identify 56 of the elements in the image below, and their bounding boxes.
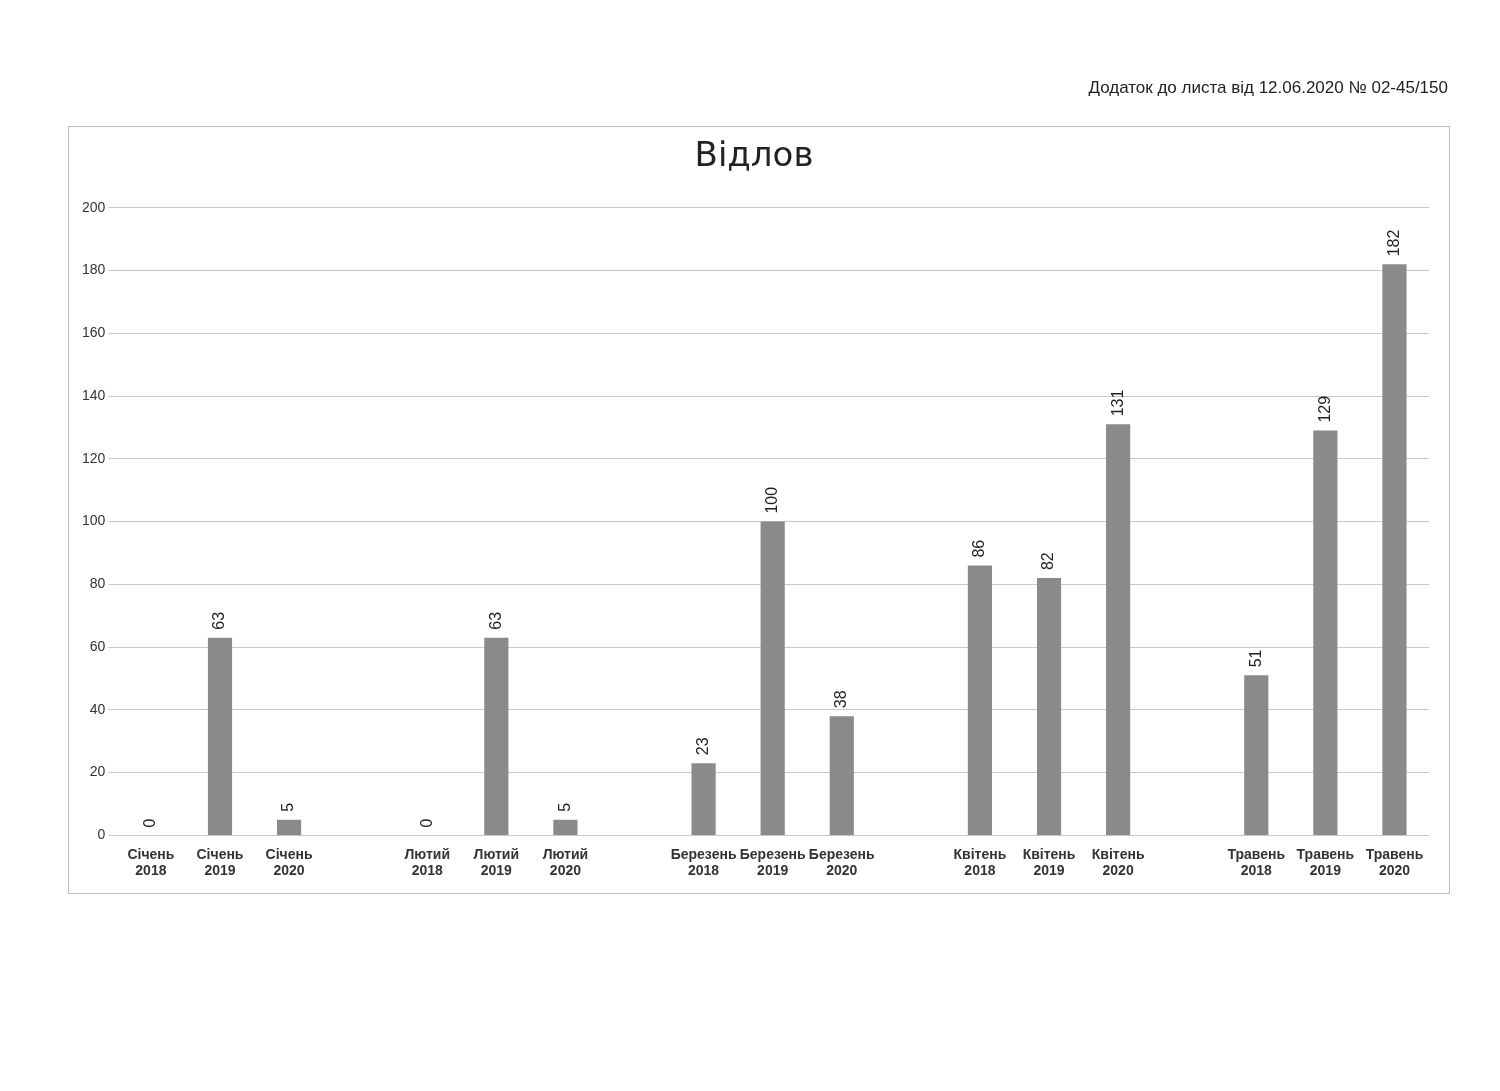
data-label: 100 [763, 486, 781, 514]
data-label: 0 [141, 818, 159, 828]
y-tick-label: 60 [89, 637, 106, 654]
x-tick-label: Березень 2018 [670, 845, 737, 879]
x-tick-label: Лютий 2018 [404, 845, 450, 879]
y-tick-label: 0 [97, 826, 106, 843]
y-tick-label: 200 [82, 198, 106, 215]
bar [760, 521, 785, 835]
x-tick-label: Травень 2020 [1365, 845, 1424, 879]
data-label: 131 [1108, 389, 1126, 417]
data-label: 5 [279, 802, 297, 812]
y-tick-label: 160 [82, 324, 106, 341]
bar [967, 565, 993, 835]
data-label: 129 [1315, 395, 1333, 423]
y-tick-label: 120 [82, 449, 106, 466]
bar [829, 716, 854, 835]
data-label: 51 [1246, 649, 1264, 668]
x-tick-label: Січень 2020 [265, 845, 313, 879]
bar [1382, 264, 1407, 835]
bar [1106, 424, 1131, 835]
x-tick-label: Квітень 2020 [1091, 845, 1145, 879]
data-label: 63 [210, 611, 228, 630]
x-tick-label: Квітень 2018 [953, 845, 1007, 879]
x-tick-label: Лютий 2019 [473, 845, 520, 879]
bar [207, 637, 233, 835]
x-tick-label: Січень 2019 [196, 845, 244, 879]
bar [484, 637, 509, 835]
y-tick-label: 180 [82, 261, 106, 278]
data-label: 0 [417, 818, 435, 828]
bar [553, 819, 578, 835]
x-tick-label: Березень 2019 [739, 845, 806, 879]
data-label: 5 [555, 802, 573, 812]
data-label: 38 [832, 690, 850, 709]
y-tick-label: 40 [89, 700, 106, 717]
y-tick-label: 80 [89, 575, 106, 592]
data-label: 182 [1384, 229, 1402, 257]
bar [1036, 578, 1062, 835]
data-label: 23 [694, 737, 711, 756]
bar [276, 819, 302, 835]
y-tick-label: 100 [82, 512, 106, 529]
x-tick-label: Травень 2018 [1227, 845, 1286, 879]
bar [691, 763, 716, 835]
data-label: 86 [970, 539, 988, 558]
chart-title: Відлов [694, 134, 814, 175]
x-tick-label: Березень 2020 [808, 845, 876, 879]
x-tick-label: Квітень 2019 [1022, 845, 1076, 879]
x-tick-label: Травень 2019 [1296, 845, 1355, 879]
y-tick-label: 20 [89, 763, 106, 780]
bar [1313, 430, 1338, 835]
data-label: 63 [486, 611, 504, 630]
text: Додаток до листа від 12.06.2020 № 02-45/150 [1087, 78, 1449, 98]
x-tick-label: Січень 2018 [127, 845, 175, 879]
bar [1244, 675, 1269, 835]
x-tick-label: Лютий 2020 [542, 845, 589, 879]
y-tick-label: 140 [82, 386, 106, 403]
data-label: 82 [1039, 552, 1057, 571]
